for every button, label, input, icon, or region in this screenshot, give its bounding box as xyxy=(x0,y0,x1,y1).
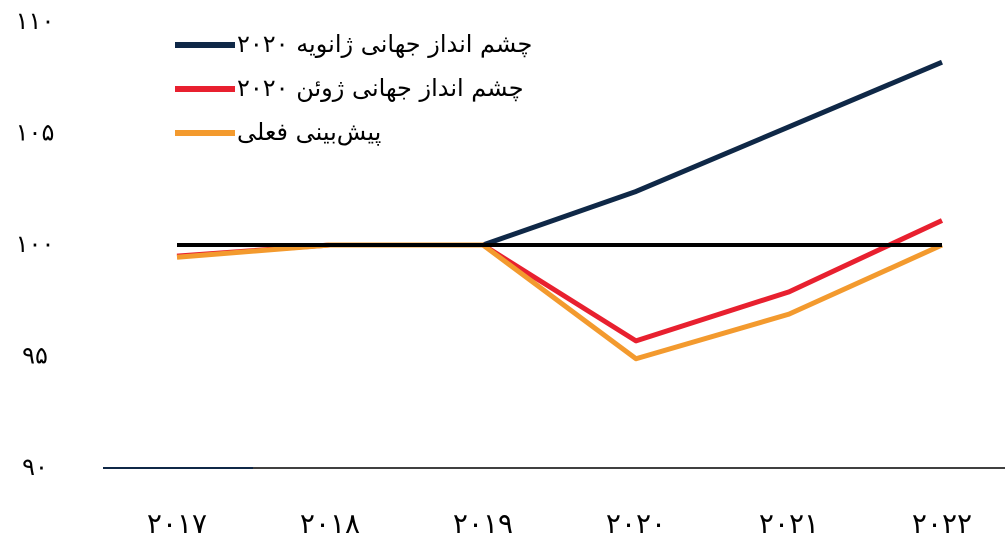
y-tick-label: ۱۱۰ xyxy=(16,7,55,35)
series-line xyxy=(176,218,944,344)
x-tick-label: ۲۰۲۲ xyxy=(912,507,972,540)
legend-label: چشم انداز جهانی ژانویه ۲۰۲۰ xyxy=(237,30,532,58)
x-tick-label: ۲۰۱۷ xyxy=(147,507,207,540)
series-line xyxy=(176,242,944,362)
series-line xyxy=(482,59,943,248)
y-tick-label: ۱۰۰ xyxy=(16,230,55,258)
y-tick-label: ۹۵ xyxy=(22,342,48,370)
x-tick-label: ۲۰۲۱ xyxy=(759,507,819,540)
legend-label: پیش‌بینی فعلی xyxy=(237,118,381,146)
x-tick-label: ۲۰۲۰ xyxy=(606,507,666,540)
x-tick-label: ۲۰۱۸ xyxy=(300,507,360,540)
y-tick-label: ۱۰۵ xyxy=(16,119,55,147)
y-tick-label: ۹۰ xyxy=(22,453,48,481)
x-tick-label: ۲۰۱۹ xyxy=(453,507,513,540)
legend-label: چشم انداز جهانی ژوئن ۲۰۲۰ xyxy=(237,74,524,102)
